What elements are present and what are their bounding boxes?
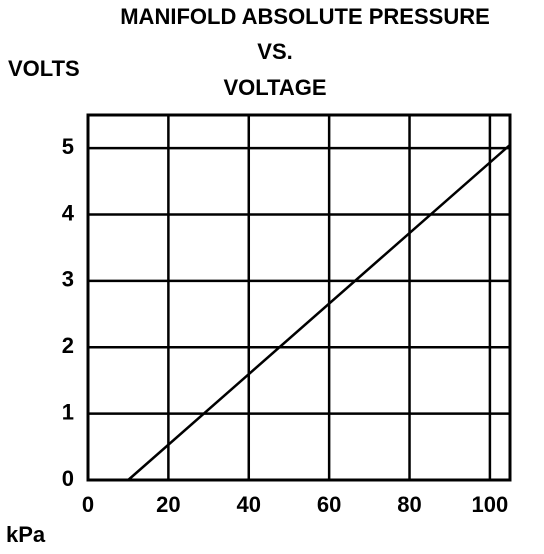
y-tick-label: 0 [62, 466, 74, 491]
data-line [127, 143, 511, 481]
y-tick-label: 3 [62, 267, 74, 292]
y-tick-label: 4 [62, 200, 75, 225]
x-tick-label: 40 [237, 492, 261, 517]
chart-title-line: MANIFOLD ABSOLUTE PRESSURE [120, 4, 490, 29]
x-tick-label: 20 [156, 492, 180, 517]
x-tick-label: 100 [472, 492, 509, 517]
y-tick-label: 2 [62, 333, 74, 358]
chart-title-line: VS. [257, 39, 292, 64]
x-tick-label: 0 [82, 492, 94, 517]
chart-title-line: VOLTAGE [223, 75, 326, 100]
y-tick-label: 5 [62, 134, 74, 159]
x-axis-label: kPa [6, 522, 46, 547]
y-axis-label: VOLTS [8, 56, 80, 81]
x-tick-label: 80 [397, 492, 421, 517]
y-tick-label: 1 [62, 399, 74, 424]
plot-frame [86, 113, 512, 482]
x-tick-label: 60 [317, 492, 341, 517]
